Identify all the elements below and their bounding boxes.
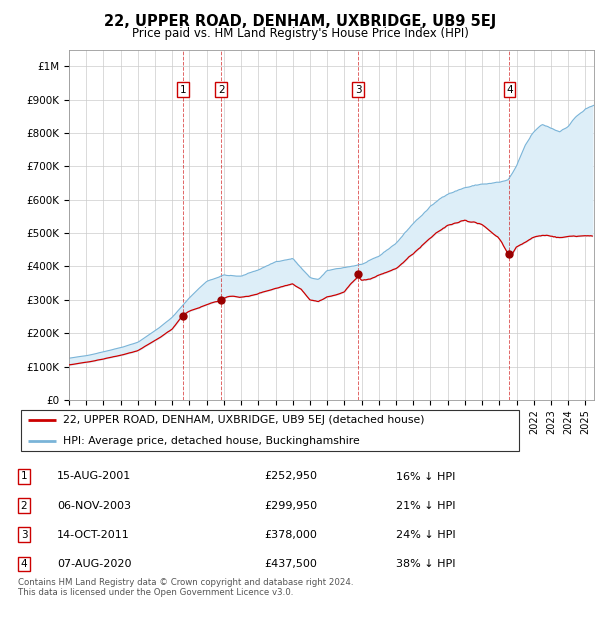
Text: 3: 3 xyxy=(20,529,28,540)
Text: £437,500: £437,500 xyxy=(264,559,317,569)
Text: 38% ↓ HPI: 38% ↓ HPI xyxy=(396,559,455,569)
Text: 21% ↓ HPI: 21% ↓ HPI xyxy=(396,500,455,511)
Text: £252,950: £252,950 xyxy=(264,471,317,482)
Text: 3: 3 xyxy=(355,85,361,95)
Text: 16% ↓ HPI: 16% ↓ HPI xyxy=(396,471,455,482)
Text: 4: 4 xyxy=(20,559,28,569)
Text: Price paid vs. HM Land Registry's House Price Index (HPI): Price paid vs. HM Land Registry's House … xyxy=(131,27,469,40)
Text: 2: 2 xyxy=(218,85,224,95)
Text: £299,950: £299,950 xyxy=(264,500,317,511)
Text: £378,000: £378,000 xyxy=(264,529,317,540)
FancyBboxPatch shape xyxy=(20,410,520,451)
Text: 22, UPPER ROAD, DENHAM, UXBRIDGE, UB9 5EJ: 22, UPPER ROAD, DENHAM, UXBRIDGE, UB9 5E… xyxy=(104,14,496,29)
Text: 14-OCT-2011: 14-OCT-2011 xyxy=(57,529,130,540)
Text: 06-NOV-2003: 06-NOV-2003 xyxy=(57,500,131,511)
Text: Contains HM Land Registry data © Crown copyright and database right 2024.
This d: Contains HM Land Registry data © Crown c… xyxy=(18,578,353,597)
Text: 1: 1 xyxy=(20,471,28,482)
Text: HPI: Average price, detached house, Buckinghamshire: HPI: Average price, detached house, Buck… xyxy=(64,435,360,446)
Text: 2: 2 xyxy=(20,500,28,511)
Text: 07-AUG-2020: 07-AUG-2020 xyxy=(57,559,131,569)
Text: 1: 1 xyxy=(179,85,186,95)
Text: 4: 4 xyxy=(506,85,513,95)
Text: 24% ↓ HPI: 24% ↓ HPI xyxy=(396,529,455,540)
Text: 15-AUG-2001: 15-AUG-2001 xyxy=(57,471,131,482)
Text: 22, UPPER ROAD, DENHAM, UXBRIDGE, UB9 5EJ (detached house): 22, UPPER ROAD, DENHAM, UXBRIDGE, UB9 5E… xyxy=(64,415,425,425)
